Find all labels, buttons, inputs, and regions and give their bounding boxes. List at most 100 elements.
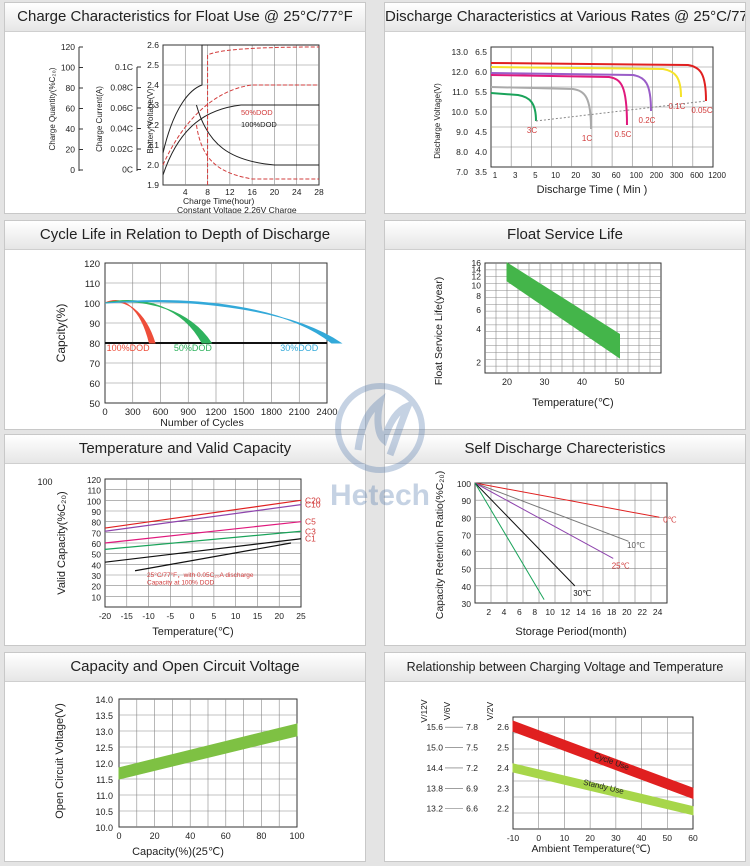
x-tick-label: 0 xyxy=(536,833,541,843)
y-tick-label: 4 xyxy=(476,324,481,334)
series-label: C20 xyxy=(305,495,321,505)
capacity-ocv-chart: 14.0 13.5 13.0 12.5 12.0 11.5 11.0 10.5 10.00 20 4… xyxy=(54,695,305,858)
dod-label: 30%DOD xyxy=(280,343,319,353)
standby-use-band xyxy=(512,763,694,816)
x-tick-label: 30 xyxy=(591,171,600,180)
x-tick-label: -10 xyxy=(507,833,520,843)
y6-tick-label: 7.5 xyxy=(466,743,478,753)
x-axis-label: Discharge Time ( Min ) xyxy=(537,184,648,196)
y-tick-label: 12.5 xyxy=(95,743,113,753)
y-tick-label: 60 xyxy=(462,548,472,558)
y2-tick-label: 2.3 xyxy=(497,783,509,793)
x-tick-label: 1 xyxy=(493,171,498,180)
y2-tick-label: 2.4 xyxy=(497,763,509,773)
voltage-axis-label: Battery Voltage(V) xyxy=(146,88,155,153)
float-life-band xyxy=(506,262,620,359)
x-tick-label: 14 xyxy=(576,607,586,617)
y12-tick-label: 8.0 xyxy=(456,147,468,157)
y-tick-label: 30 xyxy=(92,571,102,581)
y-tick-label: 8 xyxy=(476,291,481,301)
x-axis-label: Capacity(%)(25℃) xyxy=(132,846,224,858)
current-tick-label: 0.04C xyxy=(110,124,133,134)
y-tick-label: 2 xyxy=(476,357,481,367)
chart-title: Self Discharge Charecteristics xyxy=(385,435,745,464)
current-tick-label: 0.08C xyxy=(110,83,133,93)
voltage-curve-50dod xyxy=(207,46,320,185)
capacity-line xyxy=(104,538,302,563)
x-tick-label: 100 xyxy=(630,171,644,180)
hetech-watermark: Hetech xyxy=(330,383,430,512)
x-tick-label: 60 xyxy=(688,833,698,843)
y-tick-label: 40 xyxy=(462,582,472,592)
y-tick-label: 10.5 xyxy=(95,807,113,817)
y-tick-label: 12.0 xyxy=(95,759,113,769)
curve-label: 0.2C xyxy=(639,116,656,125)
x-tick-label: 18 xyxy=(607,607,617,617)
x-axis-label: Number of Cycles xyxy=(160,417,243,429)
chart-title: Charge Characteristics for Float Use @ 2… xyxy=(5,3,365,32)
curve-label: 1C xyxy=(582,134,592,143)
retention-line xyxy=(474,482,660,518)
y-tick-label: 6 xyxy=(476,305,481,315)
y-tick-label: 70 xyxy=(92,528,102,538)
x-tick-label: 20 xyxy=(571,171,580,180)
x-tick-label: 12 xyxy=(561,607,571,617)
x-tick-label: -10 xyxy=(142,611,155,621)
y-tick-label: 80 xyxy=(89,339,100,350)
x-tick-label: 1800 xyxy=(261,407,282,418)
y12-tick-label: 15.6 xyxy=(426,722,443,732)
y-tick-label: 11.5 xyxy=(96,775,113,785)
quantity-tick-label: 120 xyxy=(61,42,75,52)
x-tick-label: 15 xyxy=(253,611,263,621)
x-tick-label: 20 xyxy=(274,611,284,621)
y-tick-label: 14.0 xyxy=(95,695,113,705)
y-tick-label: 80 xyxy=(92,518,102,528)
y-tick-label: 120 xyxy=(87,475,101,485)
cycle-band xyxy=(104,300,343,344)
y-tick-label: 50 xyxy=(89,399,100,410)
x-tick-label: 1500 xyxy=(233,407,254,418)
temperature-line-label: 10℃ xyxy=(627,541,645,550)
y-tick-label: 16 xyxy=(472,258,482,268)
y6-tick-label: 6.6 xyxy=(466,804,478,814)
axis-title-12v: V/12V xyxy=(419,699,429,722)
current-curve-100dod xyxy=(195,104,319,166)
cycle-use-band xyxy=(512,720,694,800)
x-tick-label: 60 xyxy=(221,831,231,841)
x-tick-label: 10 xyxy=(545,607,555,617)
current-tick-label: 0.02C xyxy=(110,144,133,154)
x-tick-label: 20 xyxy=(502,377,512,387)
x-axis-label: Ambient Temperature(℃) xyxy=(532,843,651,855)
temperature-line-label: 30℃ xyxy=(573,589,591,598)
y-axis-label: Capcity(%) xyxy=(54,304,68,363)
x-tick-label: 28 xyxy=(314,187,324,197)
y6-tick-label: 5.5 xyxy=(475,87,487,97)
x-tick-label: 80 xyxy=(256,831,266,841)
retention-line xyxy=(474,482,545,600)
y12-tick-label: 14.4 xyxy=(426,763,443,773)
y-tick-label: 120 xyxy=(84,259,100,270)
capacity-line xyxy=(104,499,302,529)
x-tick-label: 50 xyxy=(663,833,673,843)
dod-label: 100%DOD xyxy=(107,343,151,353)
quantity-tick-label: 40 xyxy=(66,124,76,134)
x-tick-label: 40 xyxy=(185,831,195,841)
quantity-axis-label: Charge Quantity(%C₂₀) xyxy=(48,67,57,150)
x-tick-label: 600 xyxy=(690,171,704,180)
voltage-curve-100dod xyxy=(162,44,319,154)
capacity-line xyxy=(104,504,302,532)
voltage-tick-label: 1.9 xyxy=(147,180,159,190)
y6-tick-label: 4.5 xyxy=(475,127,487,137)
curve-label: 0.05C xyxy=(691,106,713,115)
y-tick-label: 110 xyxy=(85,279,100,290)
y12-tick-label: 13.8 xyxy=(426,783,443,793)
temperature-line-label: 25℃ xyxy=(612,562,630,571)
discharge-curve xyxy=(490,92,537,122)
x-tick-label: 22 xyxy=(638,607,648,617)
x-tick-label: 30 xyxy=(611,833,621,843)
y12-tick-label: 13.2 xyxy=(426,804,443,814)
panel-cycle-life: Cycle Life in Relation to Depth of Disch… xyxy=(4,220,366,430)
discharge-curve xyxy=(490,66,682,98)
y2-tick-label: 2.2 xyxy=(497,804,509,814)
